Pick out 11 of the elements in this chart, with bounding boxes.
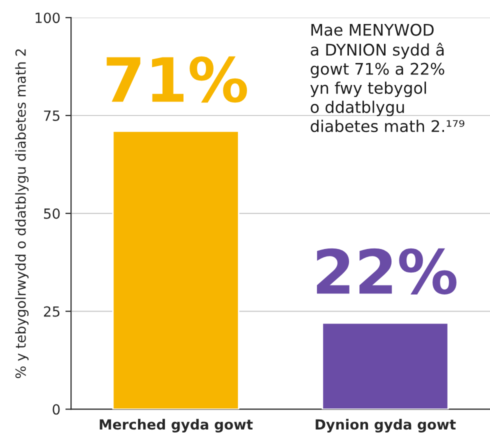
y-axis-title: % y tebygolrwydd o ddatblygu diabetes math 2 — [15, 49, 29, 378]
y-tick-label: 75 — [44, 110, 60, 121]
annotation: Mae MENYWOD a DYNION sydd â gowt 71% a 22% yn fwy tebygol o ddatblygu diabetes math 2.¹⁷⁹ — [310, 24, 464, 132]
y-tick-label: 100 — [36, 12, 60, 24]
data-label: 22% — [316, 248, 456, 295]
y-tick-label: 0 — [52, 404, 60, 415]
data-label: 71% — [106, 56, 247, 103]
y-tick-label: 50 — [44, 208, 60, 219]
y-tick-label: 25 — [44, 306, 60, 317]
x-tick-label: Merched gyda gowt — [100, 418, 253, 432]
x-tick-label: Dynion gyda gowt — [316, 418, 456, 432]
